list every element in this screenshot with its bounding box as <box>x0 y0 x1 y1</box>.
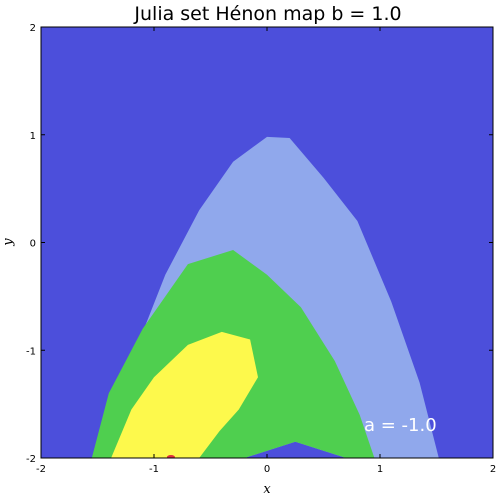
x-axis-ticks: -2 -1 0 1 2 <box>36 27 496 475</box>
y-tick-label: -2 <box>26 454 36 465</box>
x-tick-label: -2 <box>36 464 46 475</box>
y-tick-label: 2 <box>30 23 36 34</box>
y-axis-ticks: -2 -1 0 1 2 <box>26 23 493 465</box>
y-tick-label: 0 <box>30 239 36 250</box>
annotation-a-value: a = -1.0 <box>364 415 437 436</box>
marker-point <box>166 455 175 458</box>
x-tick-label: 1 <box>377 464 383 475</box>
x-tick-label: -1 <box>149 464 159 475</box>
markers <box>166 455 175 458</box>
chart-title: Julia set Hénon map b = 1.0 <box>133 3 401 25</box>
plot-area: a = -1.0 <box>40 26 494 459</box>
basin-regions <box>91 136 439 458</box>
y-tick-label: -1 <box>26 346 36 357</box>
x-axis-label: x <box>263 482 271 497</box>
region-level-3 <box>111 331 258 458</box>
x-tick-label: 0 <box>264 464 270 475</box>
y-tick-label: 1 <box>30 131 36 142</box>
x-tick-label: 2 <box>490 464 496 475</box>
y-axis-label: y <box>1 238 16 247</box>
